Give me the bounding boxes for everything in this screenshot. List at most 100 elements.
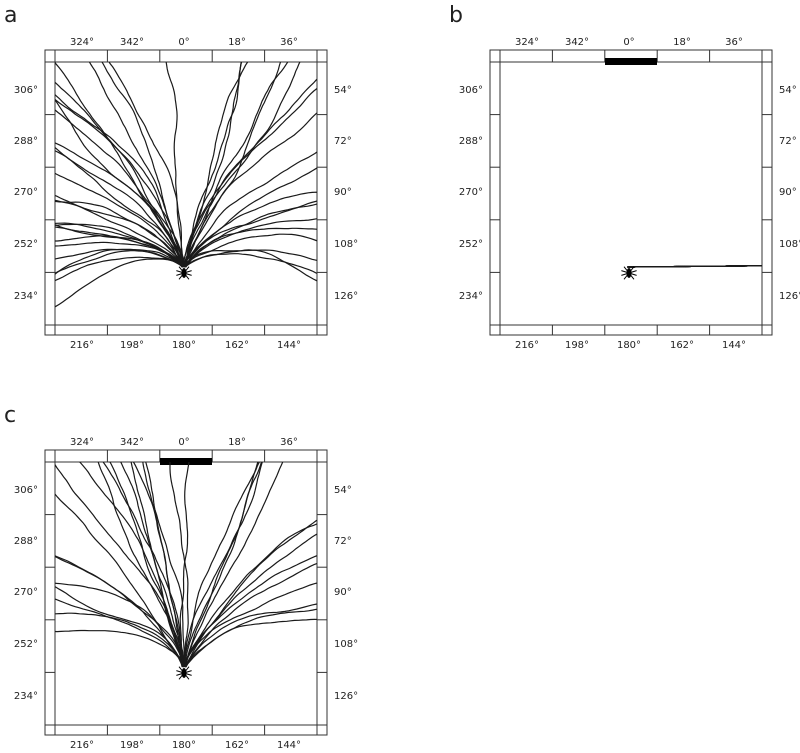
right-label: 108° <box>334 239 358 250</box>
bottom-label: 198° <box>565 340 589 351</box>
panel: a 324° 342° 0° 18° 36° 216° 198° 180° 162° 144° 306… <box>4 3 358 351</box>
trajectory <box>109 462 183 668</box>
trajectory <box>183 62 289 268</box>
panel-label: a <box>4 3 17 28</box>
spider-leg <box>178 272 185 280</box>
right-label: 72° <box>779 136 797 147</box>
spider-leg <box>183 672 192 676</box>
right-label: 126° <box>779 291 800 302</box>
top-label: 342° <box>565 37 589 48</box>
panel: b 324° 342° 0° 18° 36° 216° 198° 180° 162° 144° 306… <box>449 3 800 351</box>
trajectory <box>184 227 317 268</box>
spider-leg <box>176 272 185 276</box>
trajectory <box>78 462 187 668</box>
spider-leg <box>623 272 630 280</box>
stimulus-bar <box>160 458 212 465</box>
top-label: 342° <box>120 437 144 448</box>
trajectory <box>183 62 249 268</box>
bottom-label: 180° <box>617 340 641 351</box>
trajectory <box>55 142 186 268</box>
spider-leg <box>628 272 637 276</box>
trajectory <box>55 62 184 268</box>
left-label: 270° <box>459 187 483 198</box>
panel: c 324° 342° 0° 18° 36° 216° 198° 180° 162° 144° 306… <box>4 403 358 751</box>
spider-leg <box>183 270 192 274</box>
trajectory <box>55 612 186 668</box>
trajectory <box>185 62 243 268</box>
trajectory <box>55 463 185 668</box>
trajectory <box>184 462 284 668</box>
right-label: 54° <box>779 85 797 96</box>
top-label: 324° <box>70 437 94 448</box>
trajectory <box>185 203 317 268</box>
panel-label: b <box>449 3 463 28</box>
right-label: 54° <box>334 85 352 96</box>
arena <box>499 61 763 326</box>
left-label: 252° <box>14 239 38 250</box>
spider-leg <box>183 672 190 680</box>
spider-leg <box>183 272 192 276</box>
top-label: 0° <box>623 37 634 48</box>
outer-frame <box>44 449 328 736</box>
trajectories <box>55 462 317 668</box>
trajectory <box>184 253 317 275</box>
trajectory <box>181 167 317 268</box>
left-label: 234° <box>14 291 38 302</box>
trajectory <box>184 603 317 668</box>
trajectory <box>169 462 189 668</box>
trajectory <box>183 523 317 668</box>
bottom-label: 198° <box>120 340 144 351</box>
left-label: 270° <box>14 587 38 598</box>
trajectory <box>55 172 183 268</box>
left-label: 306° <box>459 85 483 96</box>
right-label: 54° <box>334 485 352 496</box>
trajectory <box>55 98 186 268</box>
trajectory <box>181 87 317 268</box>
trajectory <box>185 608 317 668</box>
trajectory <box>55 194 186 268</box>
right-label: 90° <box>334 587 352 598</box>
right-label: 90° <box>779 187 797 198</box>
top-label: 36° <box>280 37 298 48</box>
spider <box>176 266 192 280</box>
trajectory <box>55 555 185 668</box>
panel-label: c <box>4 403 16 428</box>
spider <box>621 266 637 280</box>
bottom-label: 216° <box>70 340 94 351</box>
bottom-label: 180° <box>172 340 196 351</box>
trajectory <box>55 149 183 268</box>
spider-leg <box>176 670 185 674</box>
trajectory <box>55 109 187 268</box>
trajectory <box>183 112 317 268</box>
trajectory <box>55 258 186 308</box>
trajectory <box>55 223 183 268</box>
trajectory <box>130 462 186 668</box>
trajectory <box>55 598 185 668</box>
spider-leg <box>621 272 630 276</box>
spider-leg <box>183 666 190 674</box>
trajectory <box>184 62 282 268</box>
spider-leg <box>178 266 185 274</box>
bottom-label: 216° <box>515 340 539 351</box>
trajectory <box>182 62 301 268</box>
left-label: 306° <box>14 85 38 96</box>
trajectory <box>184 462 263 668</box>
trajectory <box>102 462 184 668</box>
trajectory <box>181 582 317 668</box>
left-label: 288° <box>459 136 483 147</box>
left-label: 270° <box>14 187 38 198</box>
spider-leg <box>628 266 635 274</box>
outer-frame <box>489 49 773 336</box>
arena <box>54 61 318 326</box>
trajectory <box>55 200 187 268</box>
spider-leg <box>628 270 637 274</box>
spider-leg <box>178 672 185 680</box>
right-label: 126° <box>334 691 358 702</box>
spider-leg <box>621 270 630 274</box>
outer-frame <box>44 49 328 336</box>
bottom-label: 198° <box>120 740 144 751</box>
trajectory <box>627 265 762 268</box>
top-label: 36° <box>280 437 298 448</box>
bottom-label: 216° <box>70 740 94 751</box>
